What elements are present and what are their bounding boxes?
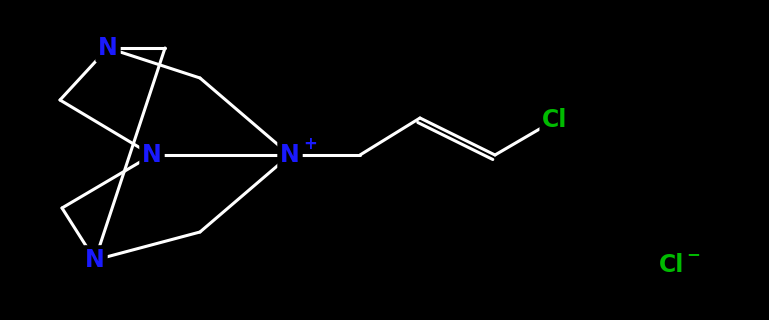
Text: N: N — [98, 36, 118, 60]
Text: N: N — [85, 248, 105, 272]
Text: N: N — [280, 143, 300, 167]
Text: −: − — [686, 245, 700, 263]
Text: +: + — [303, 135, 317, 153]
Text: Cl: Cl — [659, 253, 684, 277]
Text: N: N — [142, 143, 162, 167]
Text: Cl: Cl — [542, 108, 568, 132]
